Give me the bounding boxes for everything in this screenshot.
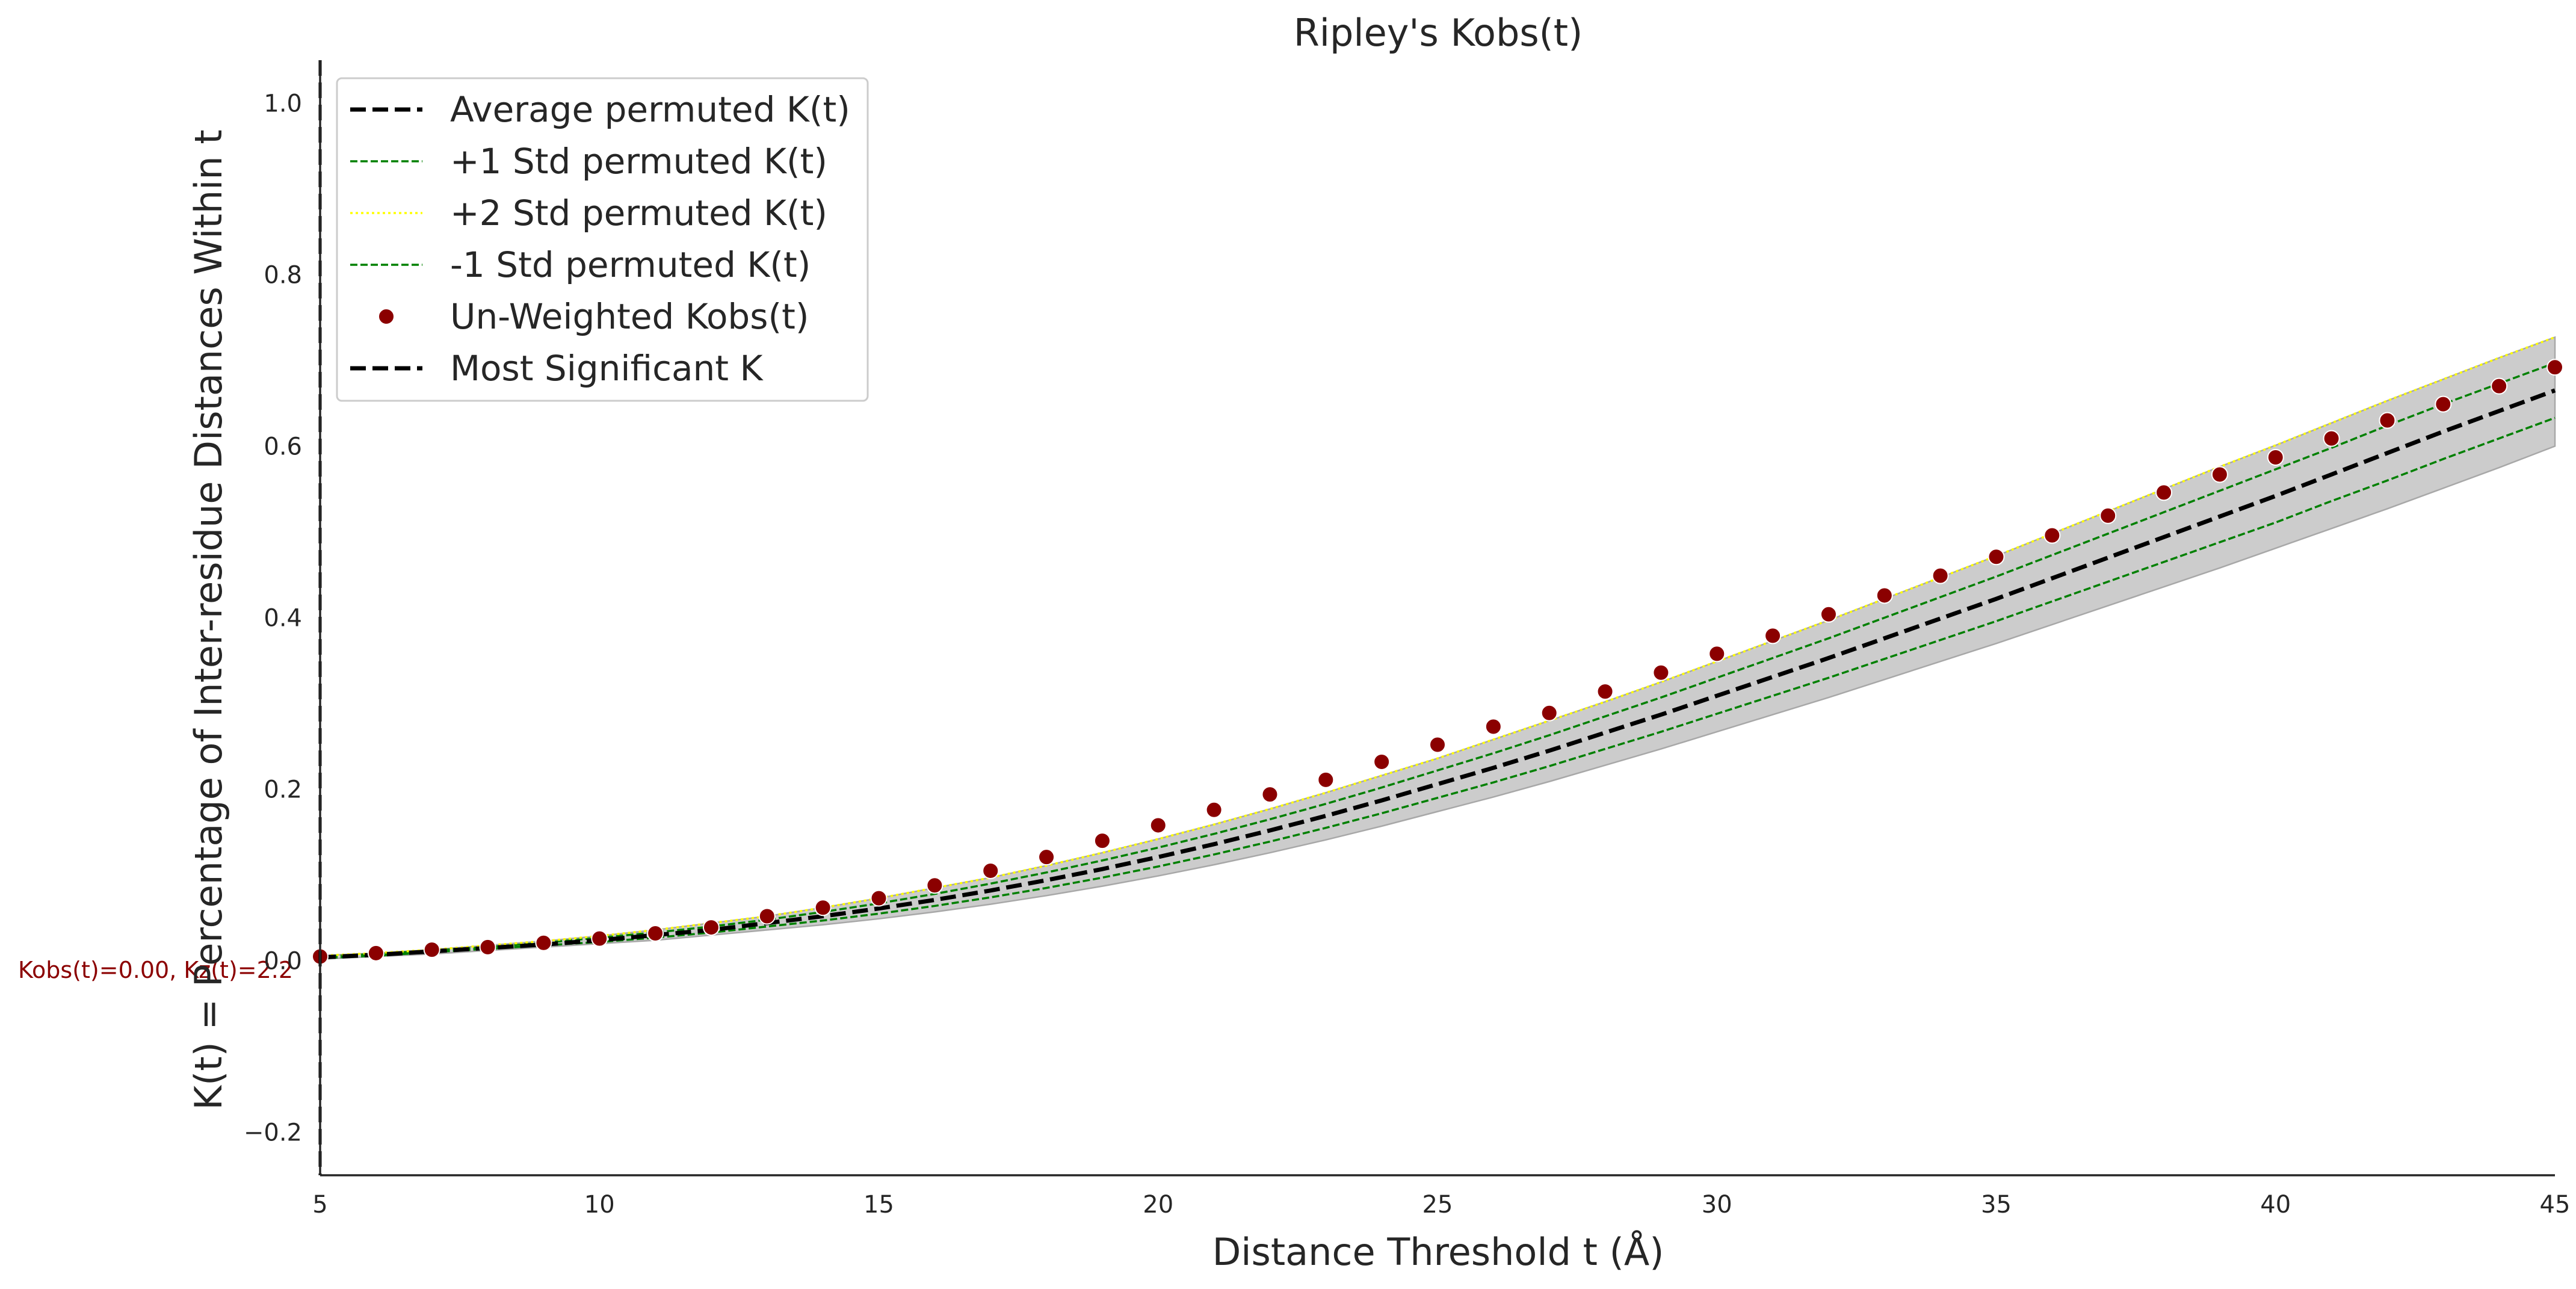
legend-marker [378,308,395,325]
kobs-point [1596,683,1614,700]
kobs-point [1708,645,1726,663]
kobs-point [1932,567,1949,584]
kobs-point [1093,832,1111,850]
x-tick-label: 5 [312,1191,327,1219]
kobs-point [702,919,720,936]
y-tick-label: 0.4 [264,605,302,632]
kobs-point [1429,736,1446,753]
kobs-point [2099,507,2117,524]
kobs-point [367,944,385,962]
y-tick-label: 0.6 [264,433,302,460]
legend-label: +2 Std permuted K(t) [450,193,827,233]
kobs-point [870,889,888,907]
axes [319,60,2555,1176]
legend: Average permuted K(t) +1 Std permuted K(t… [336,77,869,402]
kobs-point [2491,377,2508,395]
std-band [319,336,2556,960]
kobs-point [1820,605,1837,623]
legend-box [336,77,869,402]
y-tick-label: 1.0 [264,90,302,117]
kobs-point [2211,466,2228,483]
kobs-point [2379,412,2396,429]
series-line-1 [320,362,2556,958]
legend-label: Un-Weighted Kobs(t) [450,296,809,337]
y-tick-label: 0.8 [264,261,302,289]
kobs-point [1205,801,1223,818]
kobs-point [1484,718,1502,735]
legend-label: -1 Std permuted K(t) [450,244,811,285]
kobs-point [479,938,496,956]
series-line-3 [320,416,2556,960]
kobs-point [1540,704,1558,722]
y-tick-label: 0.0 [264,948,302,975]
kobs-point [423,941,440,959]
x-tick-label: 25 [1422,1191,1453,1219]
most-significant-annotation: Kobs(t)=0.00, Kz(t)=2.2 [18,957,293,983]
kobs-point [1988,548,2005,566]
y-axis-label: K(t) = Percentage of Inter-residue Dista… [187,129,230,1110]
legend-label: Average permuted K(t) [450,89,850,130]
chart-title: Ripley's Kobs(t) [1294,11,1583,55]
legend-label: +1 Std permuted K(t) [450,141,827,182]
x-tick-label: 15 [863,1191,894,1219]
x-tick-label: 45 [2540,1191,2571,1219]
kobs-point [1261,786,1279,803]
kobs-point [982,862,999,879]
kobs-point [758,907,776,925]
x-tick-label: 35 [1981,1191,2012,1219]
y-tick-label: 0.2 [264,776,302,804]
series-layer [312,336,2563,965]
kobs-point [535,934,552,951]
kobs-point [2155,484,2173,501]
kobs-point [1149,817,1167,834]
kobs-point [1876,587,1893,604]
kobs-point [1652,664,1670,681]
tick-layer: 5 10 15 20 25 30 35 40 45 −0.2 0.0 0.2 0.4 0.6 0.8 1.0 [244,90,2571,1219]
kobs-point [1038,849,1055,866]
x-tick-label: 30 [1702,1191,1732,1219]
series-line-0 [320,388,2556,960]
confidence-band [319,336,2556,960]
x-tick-label: 20 [1143,1191,1173,1219]
x-tick-label: 10 [584,1191,615,1219]
kobs-point [1317,771,1335,788]
kobs-point [2043,527,2061,544]
y-tick-label: −0.2 [244,1119,302,1147]
kobs-point [1764,627,1782,644]
series-line-2 [320,336,2556,957]
kobs-point [2323,430,2340,447]
kobs-point [814,899,832,917]
kobs-point [2267,448,2284,466]
kobs-point [2547,359,2563,376]
kobs-point [2435,395,2452,413]
kobs-point [591,930,608,947]
x-axis-label: Distance Threshold t (Å) [1212,1230,1664,1274]
kobs-point [647,925,664,942]
legend-label: Most Significant K [450,348,764,389]
x-tick-label: 40 [2260,1191,2291,1219]
kobs-point [926,877,944,894]
kobs-point [1373,753,1391,770]
